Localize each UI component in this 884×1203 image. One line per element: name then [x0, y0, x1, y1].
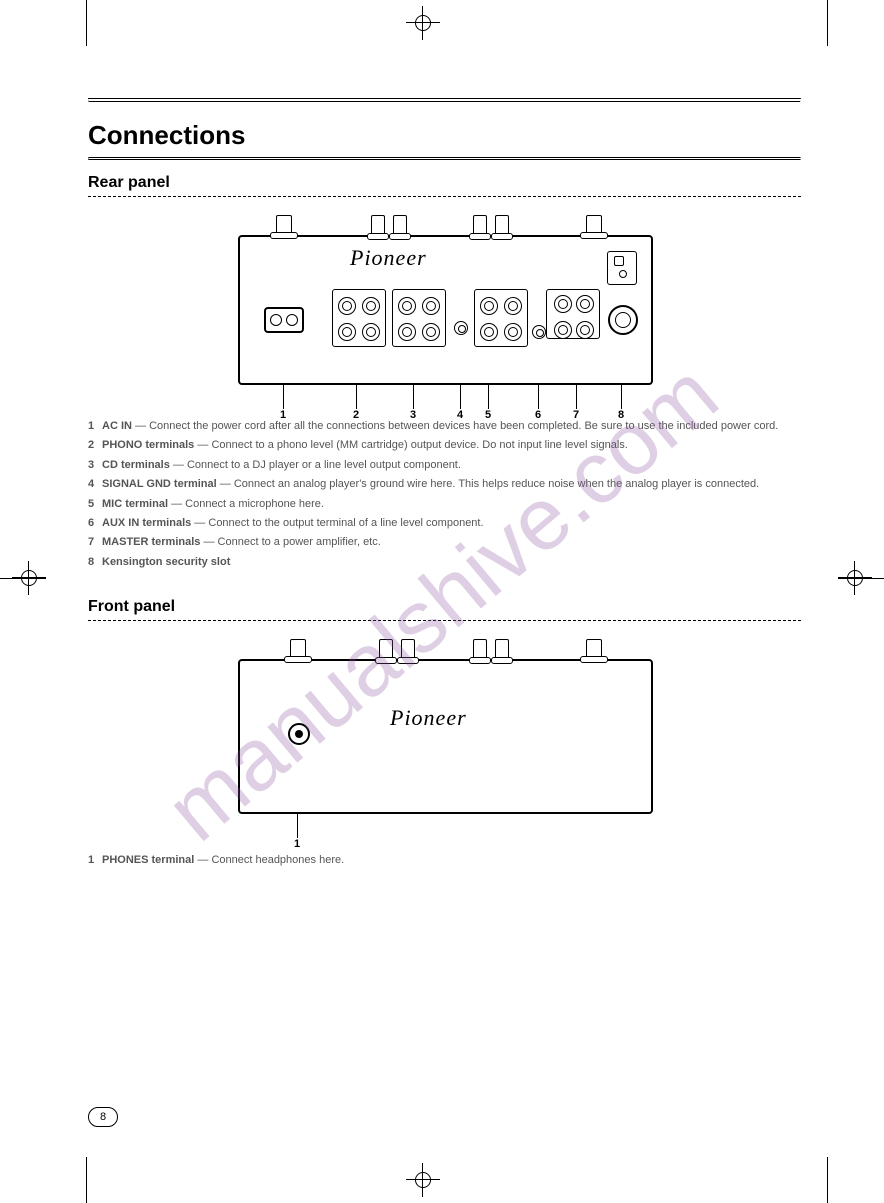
rca-jack-icon	[480, 297, 498, 341]
leader-line	[283, 385, 284, 409]
page-body: Connections Rear panel Pioneer	[88, 98, 801, 873]
leader-line	[460, 385, 461, 409]
leader-line	[576, 385, 577, 409]
crop-mark	[86, 0, 87, 46]
rear-description-list: 1AC IN — Connect the power cord after al…	[88, 415, 801, 574]
ac-inlet-icon	[264, 307, 304, 333]
leader-line	[538, 385, 539, 409]
list-item: 7MASTER terminals — Connect to a power a…	[88, 535, 801, 550]
dashed-rule	[88, 196, 801, 197]
knob-pair-icon	[378, 639, 416, 664]
rca-jack-icon	[398, 297, 416, 341]
list-item: 5MIC terminal — Connect a microphone her…	[88, 497, 801, 512]
dashed-rule	[88, 620, 801, 621]
leader-line	[488, 385, 489, 409]
callout-number: 1	[294, 838, 300, 850]
rca-jack-icon	[362, 297, 380, 341]
rca-jack-icon	[422, 297, 440, 341]
knob-pair-icon	[472, 639, 510, 664]
section-rule	[88, 157, 801, 160]
crop-mark	[827, 1157, 828, 1203]
rca-jack-icon	[554, 295, 572, 339]
page-title: Connections	[88, 120, 801, 151]
registration-mark	[406, 1163, 440, 1197]
brand-logo: Pioneer	[350, 245, 427, 271]
knob-icon	[580, 639, 608, 663]
headphone-jack-icon	[288, 723, 310, 745]
page-number: 8	[100, 1111, 106, 1123]
knob-pair-icon	[472, 215, 510, 240]
knob-icon	[284, 639, 312, 663]
callout-number: 2	[353, 409, 359, 421]
callout-number: 3	[410, 409, 416, 421]
crop-mark	[827, 0, 828, 46]
registration-mark	[12, 561, 46, 595]
ground-terminal-icon	[454, 321, 468, 335]
mixer-front-body: Pioneer	[238, 659, 653, 814]
callout-number: 7	[573, 409, 579, 421]
callout-number: 1	[280, 409, 286, 421]
knob-icon	[580, 215, 608, 239]
front-description-list: 1PHONES terminal — Connect headphones he…	[88, 849, 801, 872]
list-item: 2PHONO terminals — Connect to a phono le…	[88, 438, 801, 453]
list-item: 8Kensington security slot	[88, 555, 801, 570]
leader-line	[297, 814, 298, 838]
rca-jack-icon	[504, 297, 522, 341]
knob-pair-icon	[370, 215, 408, 240]
list-item: 1AC IN — Connect the power cord after al…	[88, 419, 801, 434]
rear-panel-diagram: Pioneer	[88, 205, 801, 415]
front-panel-heading: Front panel	[88, 598, 801, 616]
rear-panel-heading: Rear panel	[88, 174, 801, 192]
list-item: 3CD terminals — Connect to a DJ player o…	[88, 458, 801, 473]
master-jack-icon	[608, 305, 638, 335]
page-number-badge: 8	[88, 1107, 118, 1127]
mic-jack-icon	[532, 325, 546, 339]
knob-icon	[270, 215, 298, 239]
top-rule	[88, 98, 801, 102]
registration-mark	[406, 6, 440, 40]
crop-mark	[86, 1157, 87, 1203]
leader-line	[413, 385, 414, 409]
list-item: 1PHONES terminal — Connect headphones he…	[88, 853, 801, 868]
list-item: 6AUX IN terminals — Connect to the outpu…	[88, 516, 801, 531]
leader-line	[621, 385, 622, 409]
list-item: 4SIGNAL GND terminal — Connect an analog…	[88, 477, 801, 492]
callout-number: 8	[618, 409, 624, 421]
callout-number: 5	[485, 409, 491, 421]
leader-line	[356, 385, 357, 409]
rca-jack-icon	[576, 295, 594, 339]
brand-logo: Pioneer	[390, 705, 467, 731]
mixer-rear-body: Pioneer	[238, 235, 653, 385]
front-panel-diagram: Pioneer 1	[88, 629, 801, 849]
registration-mark	[838, 561, 872, 595]
callout-number: 6	[535, 409, 541, 421]
kensington-slot-icon	[607, 251, 637, 285]
rca-jack-icon	[338, 297, 356, 341]
callout-number: 4	[457, 409, 463, 421]
